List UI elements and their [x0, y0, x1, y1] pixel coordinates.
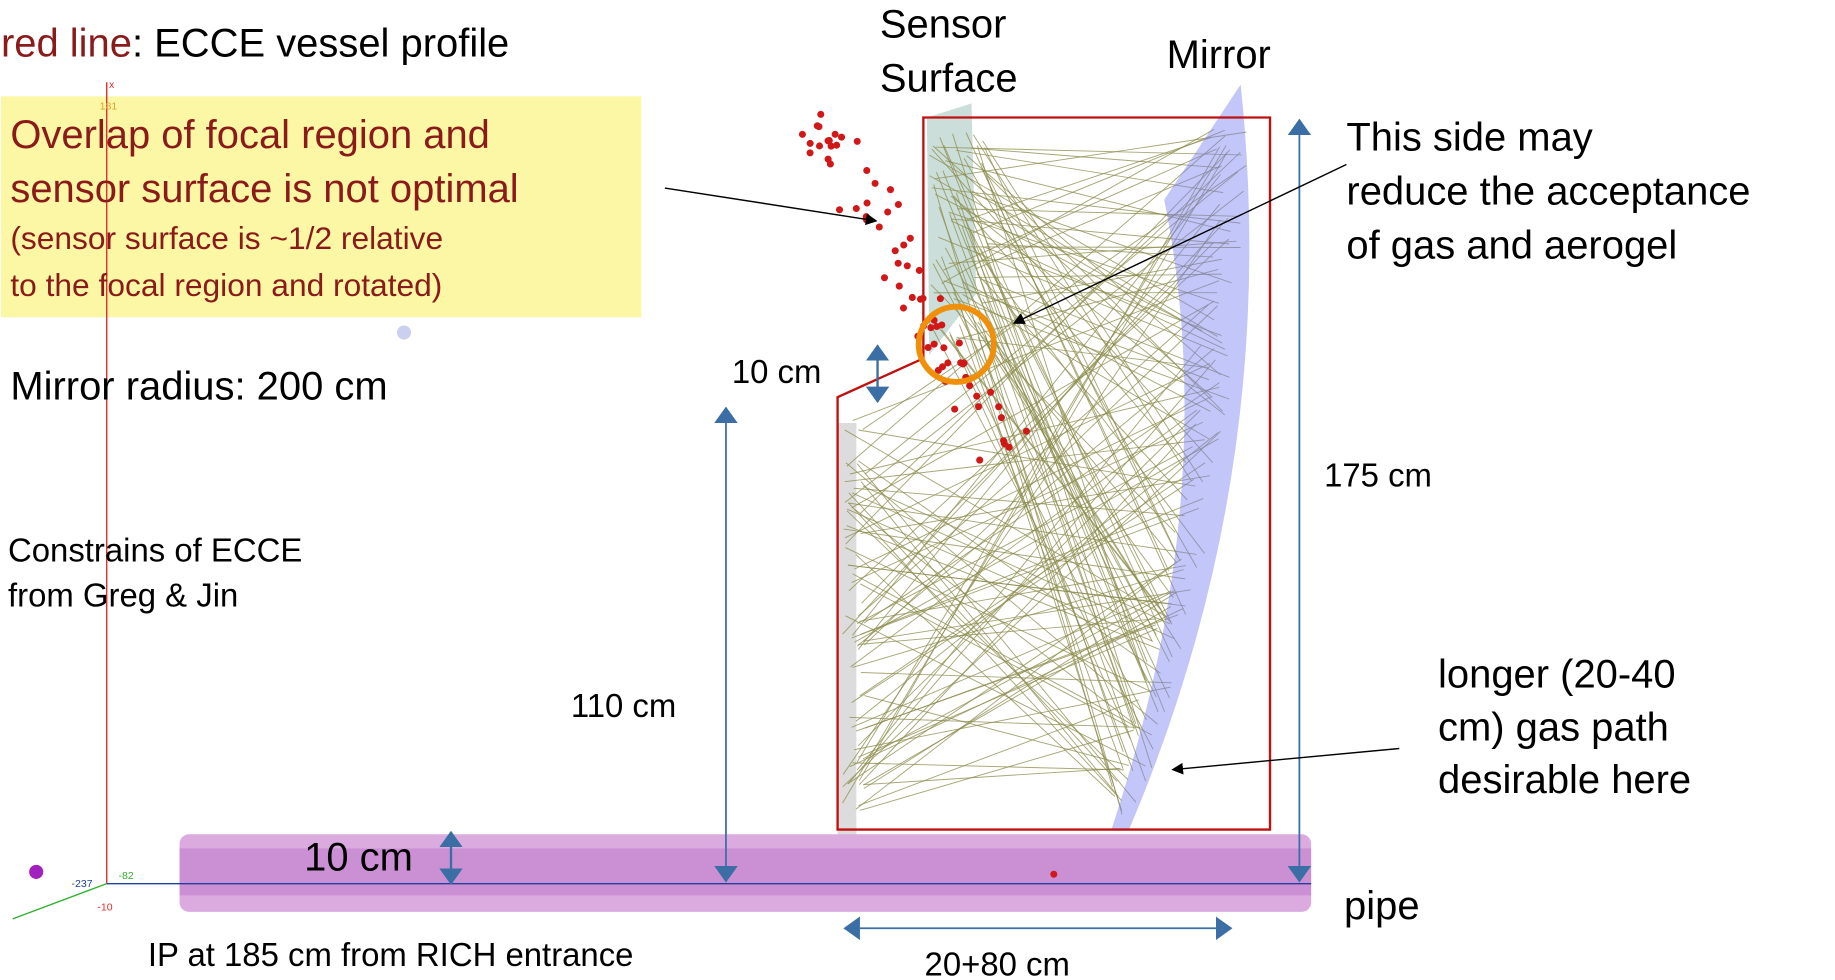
- ray: [852, 301, 1214, 507]
- ray: [850, 609, 1183, 767]
- focal-point: [807, 149, 814, 156]
- dimension-label: 10 cm: [304, 836, 413, 880]
- focal-point: [872, 180, 879, 187]
- axis-label: -10: [97, 902, 112, 914]
- focal-point: [916, 267, 923, 274]
- focal-point: [995, 403, 1002, 410]
- focal-point: [956, 339, 963, 346]
- sensor-label: Sensor: [880, 3, 1007, 47]
- focal-point: [933, 323, 940, 330]
- side-note: This side may: [1346, 115, 1592, 159]
- focal-point: [836, 206, 843, 213]
- dimension-label: 20+80 cm: [925, 945, 1070, 980]
- axis-label: x: [109, 79, 115, 91]
- focal-point: [881, 274, 888, 281]
- focal-point: [816, 142, 823, 149]
- focal-point: [799, 131, 806, 138]
- focal-point: [904, 262, 911, 269]
- focal-point: [976, 457, 983, 464]
- constraints: from Greg & Jin: [8, 576, 238, 613]
- focal-point: [863, 167, 870, 174]
- ip-note: IP at 185 cm from RICH entrance: [148, 936, 634, 973]
- constraints: Constrains of ECCE: [8, 532, 302, 569]
- focal-point: [854, 138, 861, 145]
- gas-path-note: cm) gas path: [1438, 705, 1669, 749]
- axis-label: 181: [100, 100, 118, 112]
- focal-point: [940, 344, 947, 351]
- pointer-arrow: [665, 188, 877, 221]
- focal-point: [900, 241, 907, 248]
- page: {"legend": {"key": "red line", "text": "…: [0, 0, 1835, 980]
- focal-point: [832, 131, 839, 138]
- dimension-label: 110 cm: [571, 687, 676, 724]
- sensor-label: Surface: [880, 57, 1018, 101]
- focal-point: [895, 201, 902, 208]
- ray: [864, 696, 1128, 766]
- dimension-label: 175 cm: [1324, 456, 1432, 493]
- focal-point: [973, 393, 980, 400]
- note-line: to the focal region and rotated): [10, 267, 442, 303]
- focal-point: [838, 134, 845, 141]
- legend-key: red line: [1, 21, 132, 65]
- focal-point: [975, 403, 982, 410]
- focal-point: [927, 324, 934, 331]
- focal-point: [895, 260, 902, 267]
- legend: red line: ECCE vessel profile: [1, 21, 509, 65]
- gas-path-note: longer (20-40: [1438, 652, 1676, 696]
- mirror-radius: Mirror radius: 200 cm: [10, 365, 387, 409]
- focal-point: [884, 209, 891, 216]
- dimension-label: 10 cm: [732, 353, 822, 390]
- mirror-label: Mirror: [1167, 33, 1271, 77]
- focal-point: [887, 186, 894, 193]
- focal-point: [907, 235, 914, 242]
- ray: [858, 204, 1219, 649]
- focal-point: [925, 344, 932, 351]
- marker: [397, 325, 411, 339]
- focal-point: [987, 389, 994, 396]
- focal-point: [896, 283, 903, 290]
- focal-point: [1050, 871, 1057, 878]
- wall: [838, 423, 857, 834]
- side-note: reduce the acceptance: [1346, 169, 1750, 213]
- ray: [863, 768, 1120, 784]
- axis-label: -237: [71, 878, 92, 890]
- gas-path-note: desirable here: [1438, 758, 1691, 802]
- legend-text: : ECCE vessel profile: [132, 21, 509, 65]
- focal-point: [998, 414, 1005, 421]
- axis-label: -82: [118, 870, 133, 882]
- focal-point: [900, 305, 907, 312]
- focal-point: [807, 140, 814, 147]
- ray: [858, 628, 1157, 757]
- focal-point: [951, 406, 958, 413]
- focal-point: [833, 142, 840, 149]
- focal-point: [817, 111, 824, 118]
- focal-point: [892, 247, 899, 254]
- note-line: sensor surface is not optimal: [10, 167, 518, 211]
- focal-point: [853, 205, 860, 212]
- focal-point: [864, 199, 871, 206]
- focal-point: [937, 295, 944, 302]
- pointer-arrow: [1172, 749, 1399, 770]
- ray: [856, 554, 1115, 796]
- note-line: Overlap of focal region and: [10, 113, 490, 157]
- focal-point: [876, 224, 883, 231]
- focal-point: [920, 295, 927, 302]
- marker: [29, 865, 43, 879]
- focal-point: [961, 359, 968, 366]
- focal-point: [931, 341, 938, 348]
- diagram: red line: ECCE vessel profile Overlap of…: [0, 0, 1835, 980]
- ray: [858, 461, 1160, 673]
- focal-point: [1023, 428, 1030, 435]
- focal-point: [814, 122, 821, 129]
- focal-point: [1001, 440, 1008, 447]
- side-note: of gas and aerogel: [1346, 224, 1677, 268]
- note-line: (sensor surface is ~1/2 relative: [10, 220, 443, 256]
- focal-point: [909, 294, 916, 301]
- pipe-label: pipe: [1344, 884, 1420, 928]
- focal-point: [825, 156, 832, 163]
